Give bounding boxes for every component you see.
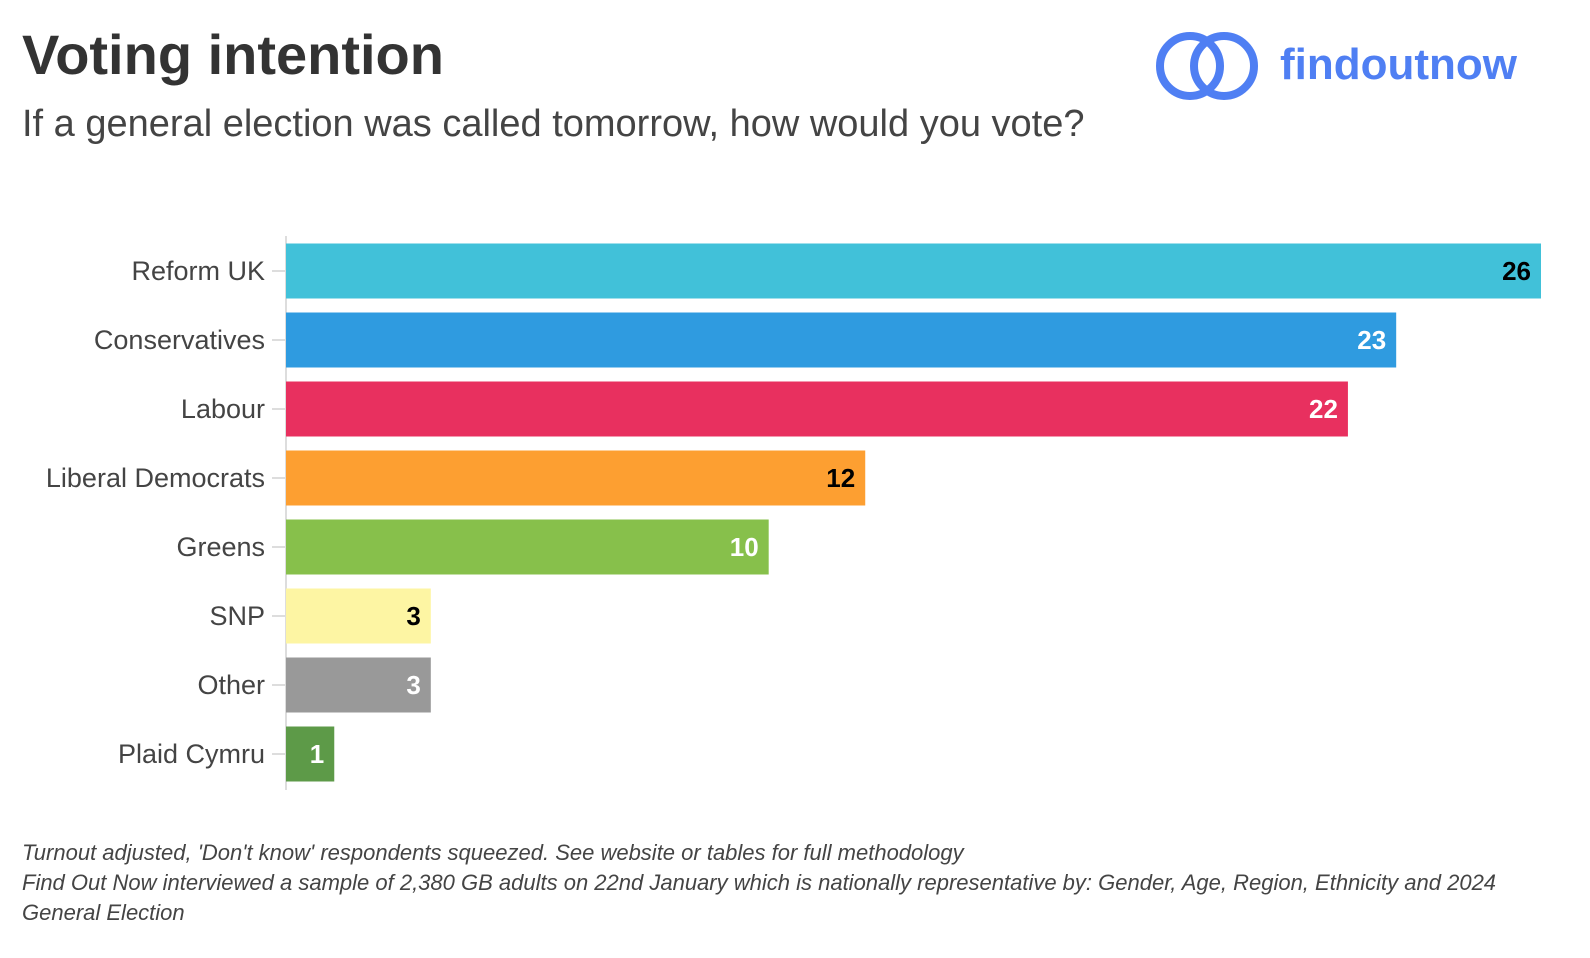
y-tick-label: Labour xyxy=(181,394,265,424)
chart: Reform UK 26 Conservatives 23 Labour 22 Libera… xyxy=(46,32,1541,790)
y-tick-label: Conservatives xyxy=(94,325,265,355)
y-tick-label: Reform UK xyxy=(131,256,265,286)
chart-subtitle: If a general election was called tomorro… xyxy=(22,103,1085,145)
note: Turnout adjusted, 'Don't know' responden… xyxy=(22,840,964,865)
y-tick-label: Liberal Democrats xyxy=(46,463,265,493)
value-label: 23 xyxy=(1357,325,1386,355)
value-label: 3 xyxy=(406,601,420,631)
notes: Turnout adjusted, 'Don't know' responden… xyxy=(22,838,1532,928)
y-tick-label: Other xyxy=(197,670,265,700)
bar xyxy=(286,726,335,782)
y-tick-label: Plaid Cymru xyxy=(118,739,265,769)
y-tick-label: Greens xyxy=(176,532,265,562)
bar xyxy=(286,588,431,644)
value-label: 1 xyxy=(310,739,324,769)
logo-text: findoutnow xyxy=(1280,40,1518,89)
bar xyxy=(286,312,1397,368)
bar xyxy=(286,381,1348,437)
value-label: 22 xyxy=(1309,394,1338,424)
bar xyxy=(286,519,769,575)
value-label: 10 xyxy=(730,532,759,562)
value-label: 26 xyxy=(1502,256,1531,286)
logo-icon xyxy=(1156,32,1258,100)
bar xyxy=(286,657,431,713)
chart-title: Voting intention xyxy=(22,23,444,86)
value-label: 12 xyxy=(826,463,855,493)
bar xyxy=(286,243,1541,299)
value-label: 3 xyxy=(406,670,420,700)
bar xyxy=(286,450,866,506)
note: Find Out Now interviewed a sample of 2,3… xyxy=(22,870,1497,925)
y-tick-label: SNP xyxy=(209,601,265,631)
